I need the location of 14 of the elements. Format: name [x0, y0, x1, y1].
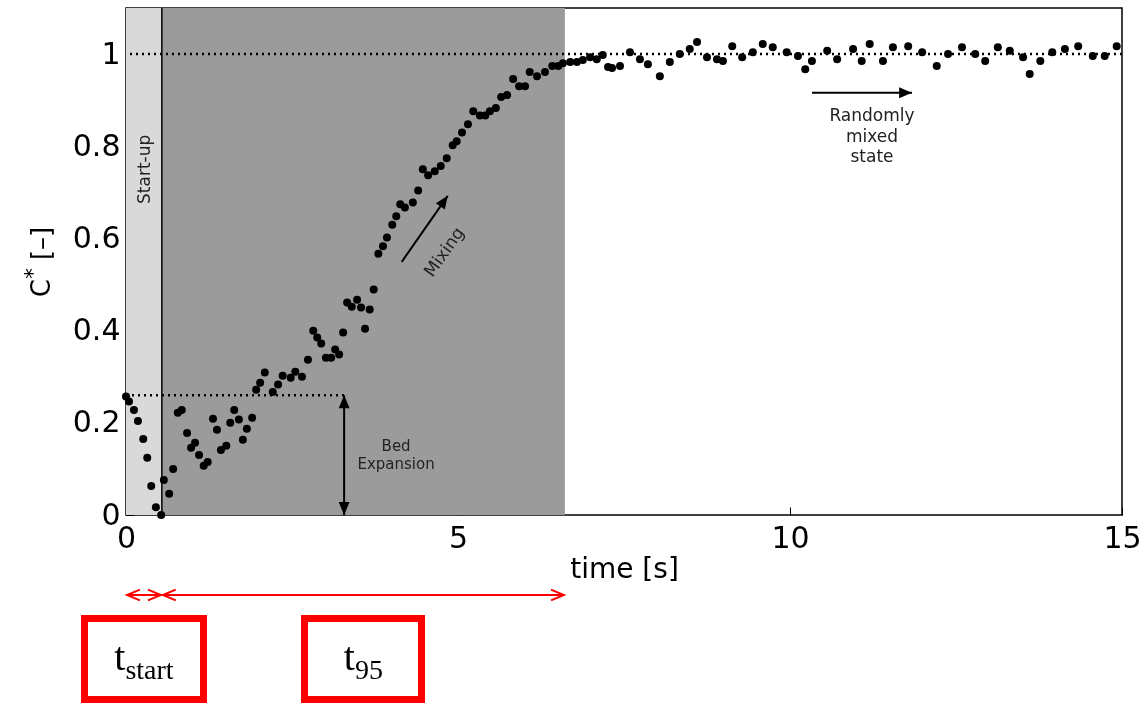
boxed-label: t$_{start}$ — [80, 615, 207, 703]
y-tick-label: 0.4 — [72, 312, 121, 348]
x-tick-label: 5 — [448, 519, 469, 555]
y-tick-label: 0.6 — [72, 219, 121, 255]
annotation: Randomly mixed state — [829, 105, 915, 167]
x-tick-label: 10 — [771, 519, 810, 555]
y-tick-label: 0.8 — [72, 127, 121, 163]
annotation: Bed Expansion — [357, 437, 435, 474]
boxed-label: t$_{95}$ — [301, 615, 426, 703]
x-axis-title: time [s] — [570, 551, 679, 585]
x-tick-label: 15 — [1103, 519, 1142, 555]
y-tick-label: 0.2 — [72, 404, 121, 440]
band-label: Start-up — [133, 134, 154, 204]
y-tick-label: 1 — [101, 35, 121, 71]
